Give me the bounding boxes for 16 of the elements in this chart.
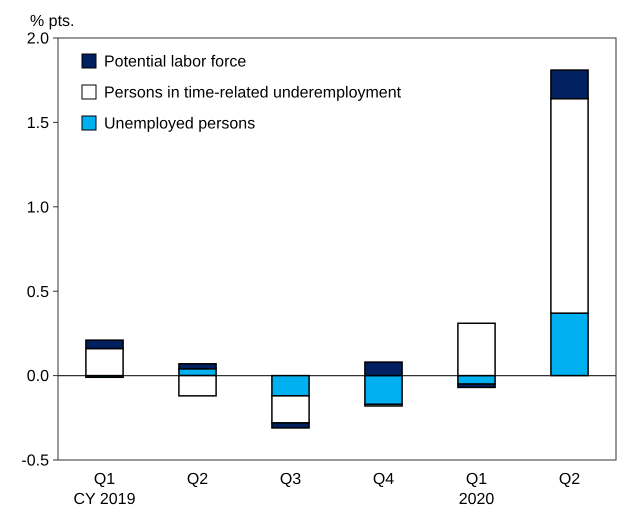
x-tick-label: Q3 [280,471,302,488]
x-tick-label: Q2 [558,471,580,488]
x-tick-label: Q1 2020 [458,471,494,508]
y-axis-title: % pts. [30,13,74,30]
y-tick-label: 1.5 [26,115,50,132]
y-tick-label: 0.0 [26,368,50,386]
legend-label: Persons in time-related underemployment [104,84,402,102]
x-tick-label: Q2 [186,471,208,488]
y-tick-label: 2.0 [26,30,50,48]
x-tick-label: Q1 CY 2019 [74,471,136,508]
y-tick-label: 1.0 [26,199,50,216]
x-tick-label: Q4 [372,471,394,488]
y-tick-label: 0.5 [26,284,50,301]
legend-label: Unemployed persons [104,116,256,133]
y-tick-label: -0.5 [21,452,50,470]
legend-label: Potential labor force [104,54,246,71]
